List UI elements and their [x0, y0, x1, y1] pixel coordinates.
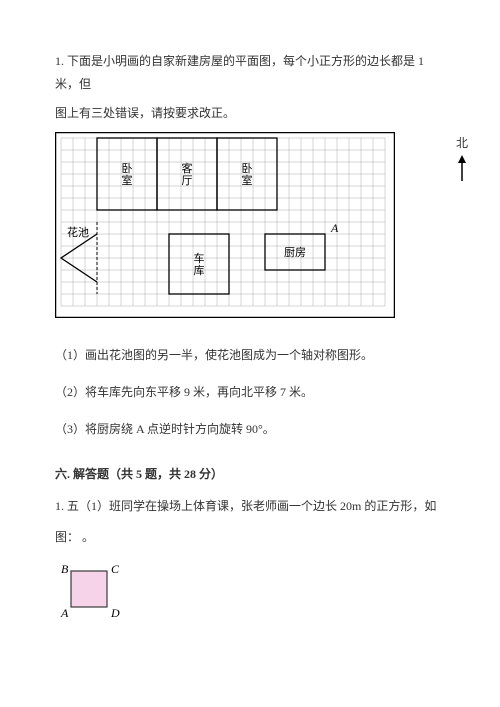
svg-text:C: C — [111, 562, 120, 576]
problem-1-line2: 图上有三处错误，请按要求改正。 — [55, 102, 445, 125]
sub-question-3: （3）将厨房绕 A 点逆时针方向旋转 90°。 — [55, 418, 445, 441]
svg-text:车: 车 — [194, 251, 205, 265]
floor-plan-container: 北 卧室客厅卧室A花池车库厨房 — [55, 132, 445, 326]
svg-text:厨房: 厨房 — [284, 246, 306, 259]
svg-text:卧: 卧 — [242, 162, 253, 175]
sub-question-1: （1）画出花池图的另一半，使花池图成为一个轴对称图形。 — [55, 344, 445, 367]
floor-plan-diagram: 卧室客厅卧室A花池车库厨房 — [55, 132, 395, 318]
svg-text:室: 室 — [122, 173, 133, 187]
north-arrow-icon — [455, 155, 469, 183]
svg-text:客: 客 — [182, 161, 193, 175]
svg-text:D: D — [110, 606, 120, 619]
svg-text:B: B — [61, 562, 69, 576]
svg-text:卧: 卧 — [122, 162, 133, 175]
square-diagram: B C A D — [55, 559, 445, 627]
section6-q1-line2: 图： 。 — [55, 526, 445, 549]
svg-text:A: A — [60, 606, 69, 619]
square-svg: B C A D — [55, 559, 135, 619]
north-label: 北 — [455, 132, 469, 155]
sub-question-2: （2）将车库先向东平移 9 米，再向北平移 7 米。 — [55, 381, 445, 404]
svg-text:A: A — [330, 221, 339, 235]
section-6-header: 六. 解答题（共 5 题，共 28 分） — [55, 463, 445, 486]
svg-text:库: 库 — [194, 264, 205, 277]
problem-1-intro: 1. 下面是小明画的自家新建房屋的平面图，每个小正方形的边长都是 1 米，但 — [55, 50, 445, 96]
north-indicator: 北 — [455, 132, 469, 191]
section6-q1-line1: 1. 五（1）班同学在操场上体育课，张老师画一个边长 20m 的正方形，如 — [55, 495, 445, 518]
svg-text:花池: 花池 — [67, 226, 89, 239]
svg-text:室: 室 — [242, 173, 253, 187]
problem-1-number: 1. — [55, 54, 64, 68]
svg-text:厅: 厅 — [182, 175, 193, 187]
problem-1-line1: 下面是小明画的自家新建房屋的平面图，每个小正方形的边长都是 1 米，但 — [55, 54, 424, 91]
